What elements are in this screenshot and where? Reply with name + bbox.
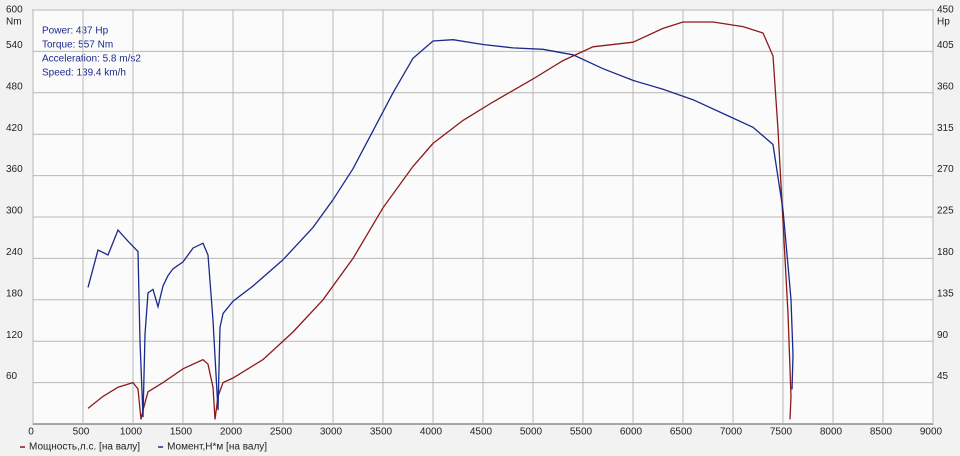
y-tick-label: 420 (6, 123, 23, 134)
info-line: Acceleration: 5.8 m/s2 (42, 54, 141, 65)
info-line: Speed: 139.4 km/h (42, 68, 126, 79)
y-unit: Nm (6, 17, 22, 28)
y-tick-label: 60 (6, 371, 18, 382)
x-tick-label: 4500 (470, 427, 493, 438)
y-tick-label: 180 (6, 288, 23, 299)
y-tick-label: 360 (6, 164, 23, 175)
y2-tick-label: 90 (937, 330, 949, 341)
x-tick-label: 1500 (170, 427, 193, 438)
y-tick-label: 600 (6, 5, 23, 16)
info-line: Power: 437 Hp (42, 26, 109, 37)
y-tick-label: 540 (6, 40, 23, 51)
series-line (87, 39, 794, 418)
x-tick-label: 6000 (620, 427, 643, 438)
y2-tick-label: 405 (937, 40, 954, 51)
y2-tick-label: 135 (937, 288, 954, 299)
y-tick-label: 480 (6, 81, 23, 92)
x-tick-label: 9000 (920, 427, 943, 438)
x-tick-label: 1000 (120, 427, 143, 438)
y2-tick-label: 270 (937, 164, 954, 175)
y2-unit: Hp (937, 17, 950, 28)
info-line: Torque: 557 Nm (42, 40, 113, 51)
x-tick-label: 2500 (270, 427, 293, 438)
y2-tick-label: 225 (937, 206, 954, 217)
x-tick-label: 500 (73, 427, 90, 438)
x-tick-label: 3000 (320, 427, 343, 438)
x-tick-label: 0 (28, 427, 34, 438)
legend-label: Мощность,л.с. [на валу] (29, 442, 140, 453)
x-tick-label: 3500 (370, 427, 393, 438)
y2-tick-label: 315 (937, 123, 954, 134)
x-tick-label: 5000 (520, 427, 543, 438)
y-tick-label: 300 (6, 206, 23, 217)
y2-tick-label: 45 (937, 371, 949, 382)
x-tick-label: 6500 (670, 427, 693, 438)
y2-tick-label: 180 (937, 247, 954, 258)
x-tick-label: 4000 (420, 427, 443, 438)
x-tick-label: 7000 (720, 427, 743, 438)
x-tick-label: 8500 (870, 427, 893, 438)
series-line (87, 21, 792, 420)
x-tick-label: 2000 (220, 427, 243, 438)
y2-tick-label: 450 (937, 5, 954, 16)
y-tick-label: 240 (6, 247, 23, 258)
y-tick-label: 120 (6, 330, 23, 341)
x-tick-label: 7500 (770, 427, 793, 438)
x-tick-label: 5500 (570, 427, 593, 438)
x-tick-label: 8000 (820, 427, 843, 438)
legend-label: Момент,Н*м [на валу] (167, 442, 267, 453)
y2-tick-label: 360 (937, 81, 954, 92)
